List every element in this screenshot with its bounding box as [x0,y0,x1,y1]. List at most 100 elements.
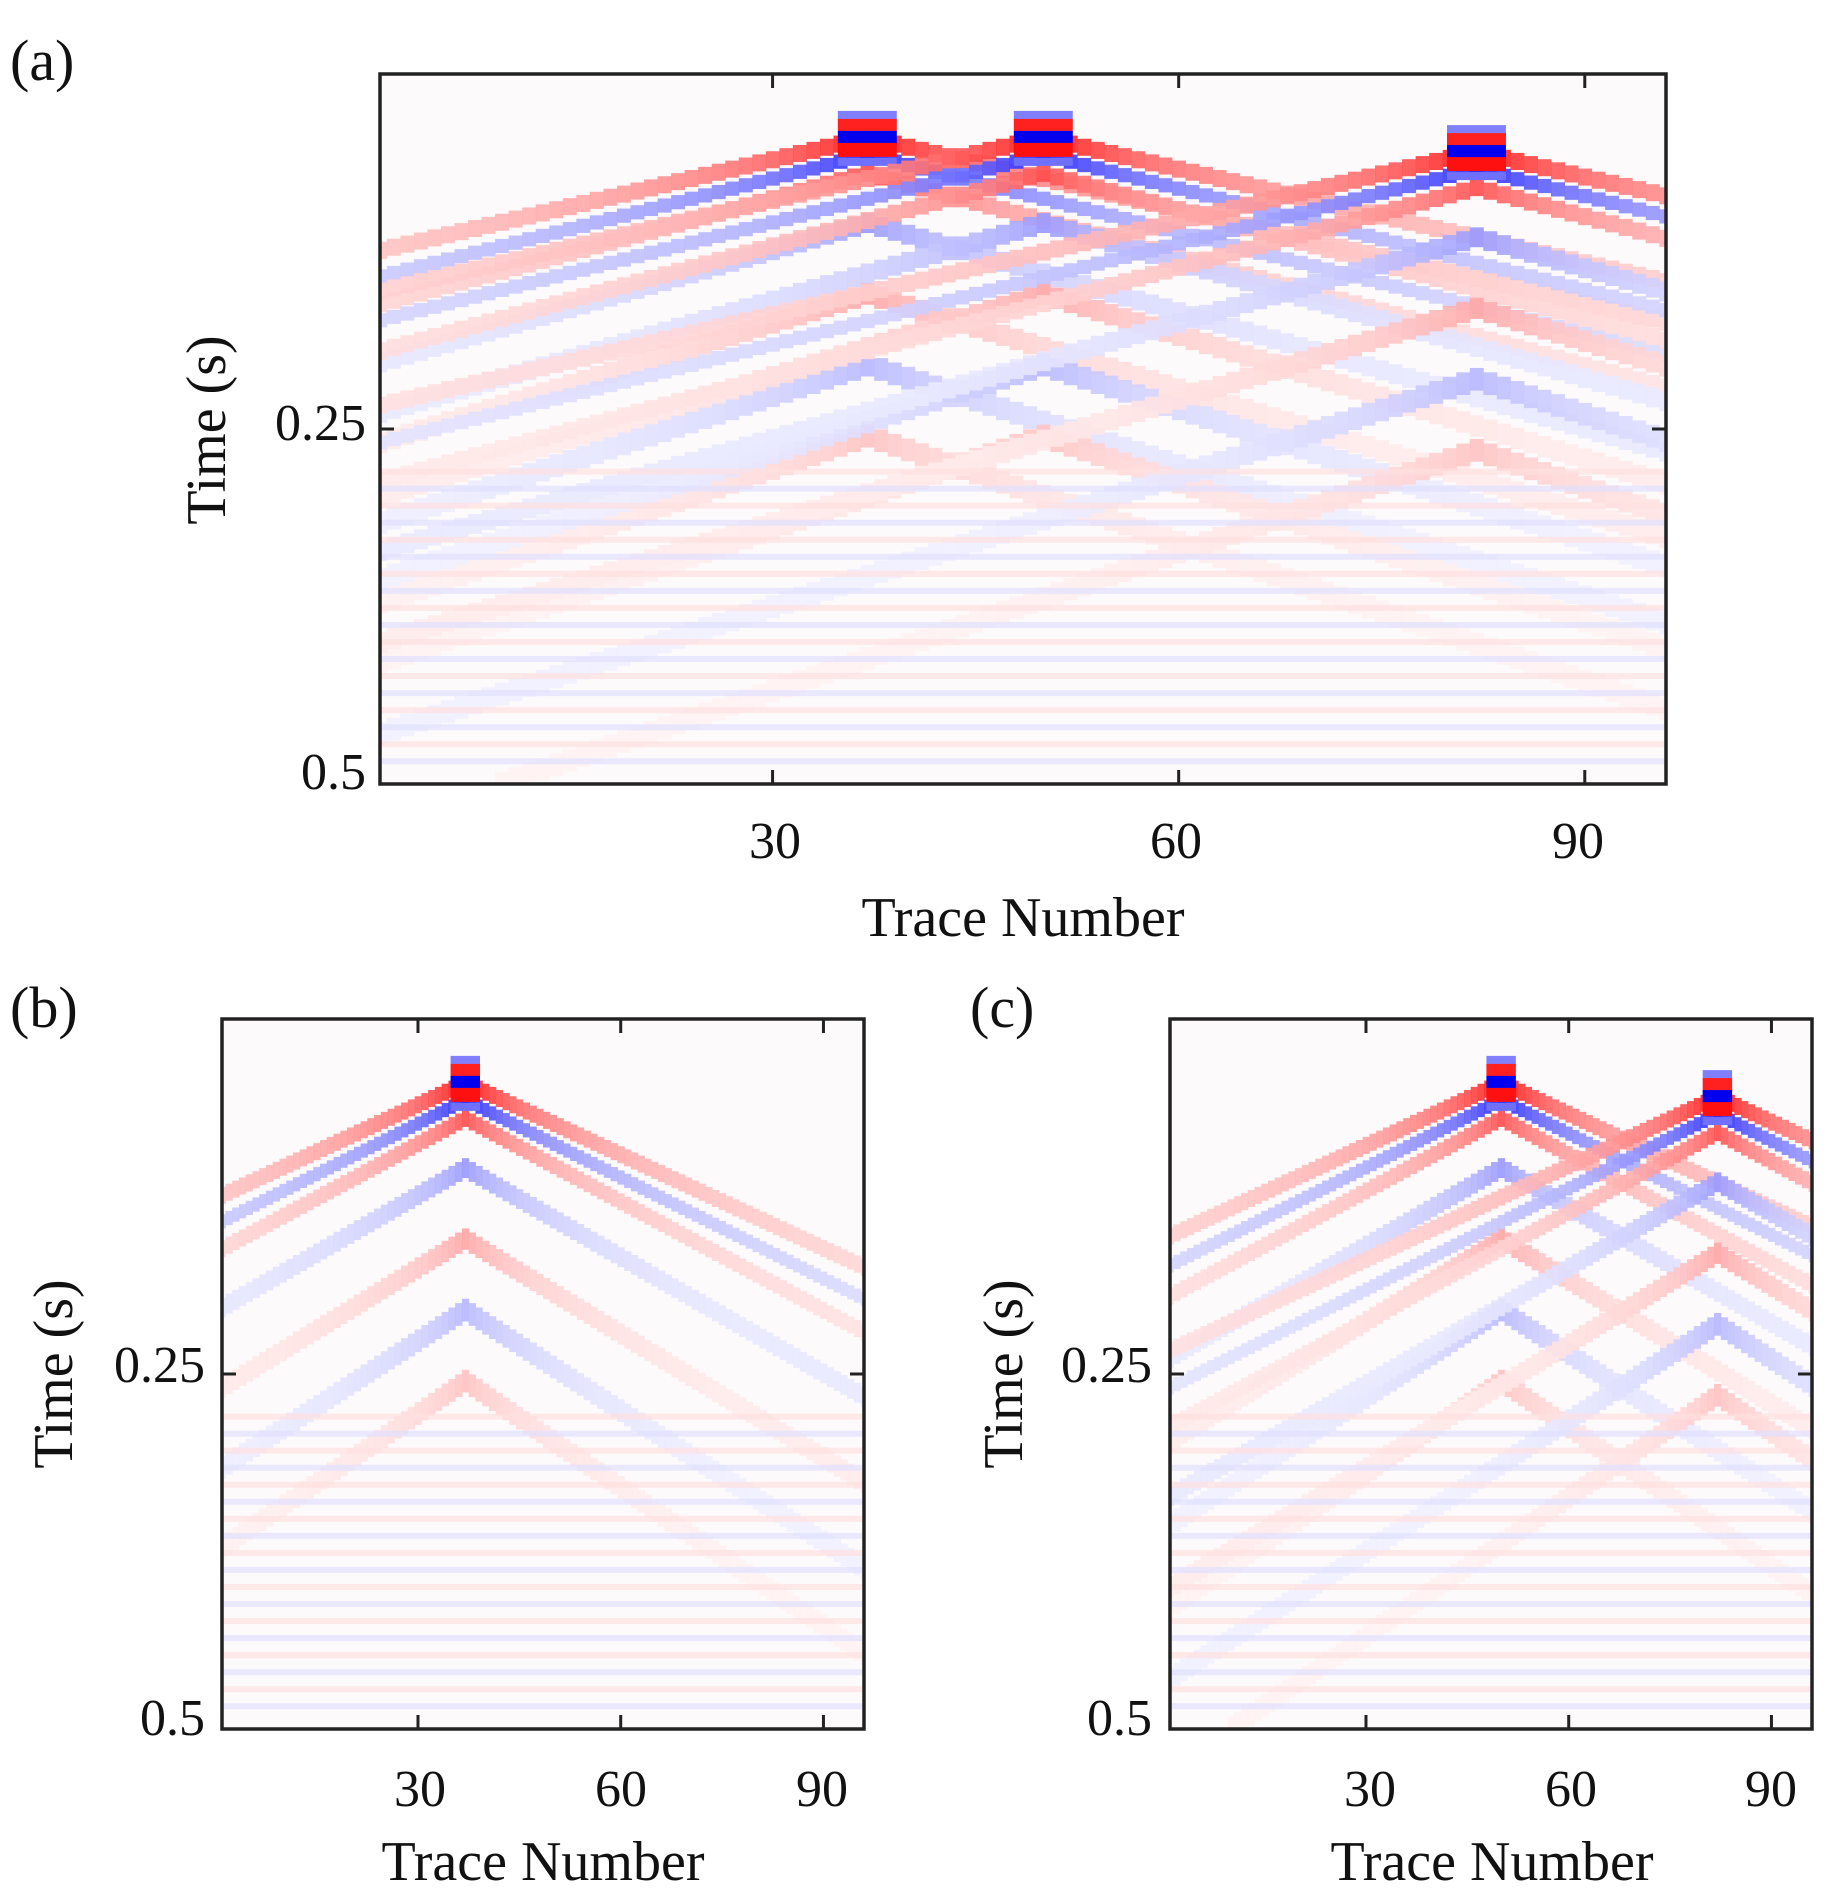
wavefield-cell [1369,1156,1377,1172]
wavefield-cell [1612,1304,1620,1326]
wavefield-cell [1009,328,1024,351]
wavefield-cell [1349,1465,1357,1487]
wavefield-cell [556,1160,564,1178]
wavefield-cell [1504,1185,1512,1203]
wavefield-cell [1436,1123,1445,1138]
wavefield-cell [725,315,740,333]
wavefield-cell [1457,1131,1465,1149]
wavefield-cell [1207,1486,1215,1510]
wavefield-cell [1328,1266,1337,1284]
wavefield-cell [1335,1263,1343,1281]
wavefield-cell [752,240,767,259]
panel-label-c: (c) [970,975,1034,1040]
wavefield-cell [1524,1106,1533,1121]
wavefield-cell [232,1289,240,1310]
wavefield-cell [374,1429,382,1453]
wavefield-cell [1659,209,1666,224]
wavefield-cell [1565,1181,1573,1196]
wavefield-cell [1537,197,1552,215]
wavefield-cell [1565,1333,1573,1355]
wavefield-cell [279,1416,287,1440]
wavefield-cell [1416,1283,1424,1301]
wavefield-cell [644,1339,652,1362]
wavefield-cell [1734,1097,1742,1115]
wavefield-cell [752,154,767,172]
wavefield-cell [637,1180,645,1195]
wavefield-cell [630,223,645,241]
wavefield-cell [401,1102,409,1120]
wavefield-cell [928,382,943,403]
wavefield-cell [1774,1116,1783,1134]
wavefield-cell [1700,1168,1708,1186]
wavefield-cell [1158,262,1173,280]
wavefield-cell [833,271,848,292]
wavefield-cell [1261,1518,1269,1541]
wavefield-cell [792,421,807,441]
wavefield-cell [292,1331,301,1353]
wavefield-cell [482,1383,490,1407]
wavefield-cell [1578,258,1593,279]
wavefield-cell [1036,270,1051,285]
wavefield-cell [516,1099,524,1117]
wavefield-cell [333,1133,341,1151]
wavefield-cell [556,1140,564,1155]
wavefield-cell [529,1269,537,1291]
wavefield-cell [1186,1654,1195,1677]
wavefield-cell [1693,1183,1702,1204]
wavefield-cell [684,1229,693,1247]
wavefield-cell [1592,1434,1600,1458]
wavefield-cell [799,1600,808,1624]
wavefield-cell [1253,325,1268,346]
wavefield-cell [1687,1101,1695,1119]
wavefield-cell [1618,320,1633,338]
wavefield-cell [1349,1394,1357,1418]
wavefield-cell [847,1252,855,1270]
wavefield-cell [1429,480,1444,504]
wavefield-cell [813,1268,821,1283]
wavefield-cell [1707,1434,1715,1458]
wavefield-cell [1173,1482,1181,1503]
wavefield-cell [874,397,889,418]
wavefield-cell [752,340,767,356]
wavefield-cell [637,1204,645,1222]
wavefield-cell [1322,1397,1330,1417]
wavefield-cell [901,201,916,219]
wavefield-cell [799,1517,808,1541]
wavefield-cell [765,428,780,449]
wavefield-cell [1538,1397,1546,1421]
wavefield-cell [245,1517,253,1541]
wavefield-cell [1361,168,1376,186]
wavefield-cell [1659,1347,1668,1371]
wavefield-cell [353,1167,362,1185]
wavefield-cell [1504,1236,1512,1254]
wavefield-cell [1429,269,1444,288]
wavefield-cell [502,1093,510,1111]
wavefield-cell [1659,1275,1668,1297]
wavefield-cell [495,1392,504,1416]
wavefield-cell [1307,420,1322,444]
wavefield-cell [1456,301,1471,324]
wavefield-cell [739,1397,747,1419]
wavefield-cell [1551,302,1566,320]
wavefield-cell [1768,1393,1776,1415]
wavefield-cell [616,374,631,389]
wavefield-cell [1234,1550,1242,1573]
wavefield-cell [887,307,902,322]
wavefield-cell [1315,1485,1323,1508]
wavefield-cell [1470,1391,1479,1413]
wavefield-cell [1403,1160,1411,1178]
wavefield-cell [1801,1272,1810,1290]
wavefield-cell [535,298,550,317]
wavefield-cell [1389,1368,1397,1392]
wavefield-cell [1714,1517,1722,1541]
wavefield-cell [1680,1142,1688,1160]
wavefield-cell [1430,1105,1438,1123]
wavefield-cell [1200,1399,1208,1417]
wavefield-cell [536,1108,544,1126]
wavefield-cell [1253,179,1268,197]
wavefield-cell [1645,499,1660,522]
wavefield-cell [1227,1227,1235,1242]
wavefield-cell [1171,258,1186,276]
wavefield-cell [1781,1140,1789,1155]
wavefield-cell [1280,252,1295,267]
